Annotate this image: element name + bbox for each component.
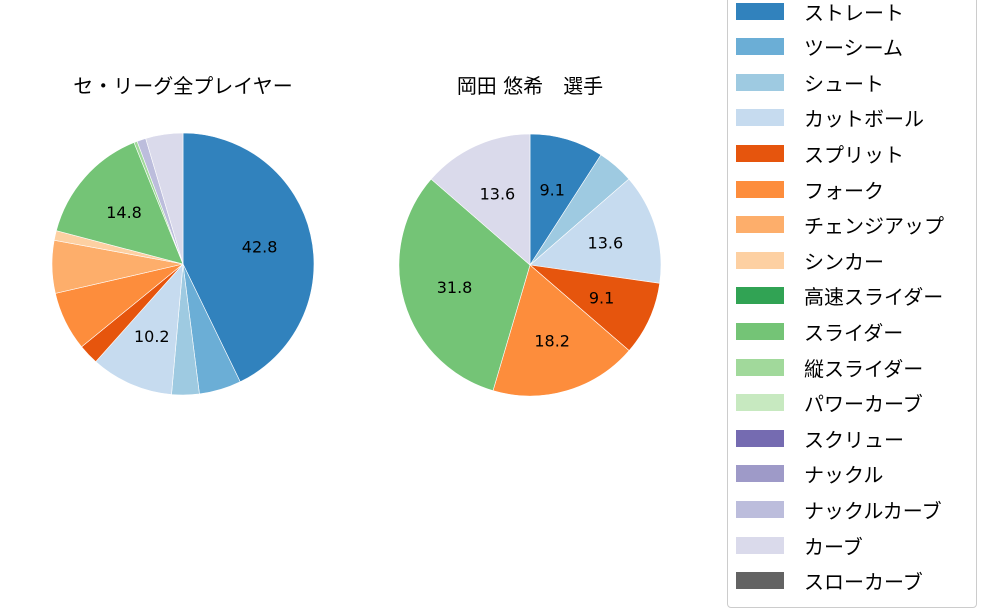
legend-item: シュート xyxy=(736,70,884,96)
legend-label: カットボール xyxy=(804,107,924,132)
legend-label: ナックル xyxy=(804,463,884,488)
pie-charts: 42.8 10.2 14.8 9.1 13.6 9.1 18.2 31.8 13.6 xyxy=(51,132,662,397)
legend: ストレートツーシームシュートカットボール スプリットフォークチェンジアップ シンカー… xyxy=(727,0,977,608)
left-chart-title: セ・リーグ全プレイヤー xyxy=(73,74,293,98)
legend-item: 高速スライダー xyxy=(736,284,944,310)
right-chart-title: 岡田 悠希 選手 xyxy=(456,74,604,98)
pie-slice xyxy=(95,263,184,395)
legend-swatch xyxy=(736,394,784,412)
legend-swatch xyxy=(736,216,784,234)
legend-label: スクリュー xyxy=(804,427,904,452)
legend-swatch xyxy=(736,429,784,447)
legend-label: ストレート xyxy=(804,0,904,25)
legend-label: 縦スライダー xyxy=(804,356,924,381)
legend-swatch xyxy=(736,73,784,91)
left-pie: 42.8 10.2 14.8 xyxy=(51,132,315,396)
legend-swatch xyxy=(736,358,784,376)
slice-label: 14.8 xyxy=(106,203,142,222)
pie-slice xyxy=(55,142,184,265)
legend-item: パワーカーブ xyxy=(736,391,923,417)
legend-swatch xyxy=(736,500,784,518)
legend-swatch xyxy=(736,322,784,340)
slice-label: 18.2 xyxy=(534,331,570,350)
slice-label: 13.6 xyxy=(588,234,624,253)
legend-item: スプリット xyxy=(736,141,904,167)
legend-item: 縦スライダー xyxy=(736,355,924,381)
pie-slice xyxy=(529,178,662,284)
legend-item: スローカーブ xyxy=(736,569,923,595)
slice-label: 31.8 xyxy=(437,278,473,297)
legend-swatch xyxy=(736,251,784,269)
legend-label: シュート xyxy=(804,71,884,96)
legend-swatch xyxy=(736,2,784,20)
legend-item: カットボール xyxy=(736,106,924,132)
legend-swatch xyxy=(736,38,784,56)
legend-label: スローカーブ xyxy=(804,570,923,595)
legend-swatch xyxy=(736,465,784,483)
legend-label: スライダー xyxy=(804,320,904,345)
legend-swatch xyxy=(736,180,784,198)
legend-item: スクリュー xyxy=(736,426,904,452)
legend-item: スライダー xyxy=(736,319,904,345)
legend-swatch xyxy=(736,572,784,590)
pie-slice xyxy=(182,132,315,383)
pie-slice xyxy=(492,264,630,397)
slice-label: 13.6 xyxy=(480,184,516,203)
right-pie: 9.1 13.6 9.1 18.2 31.8 13.6 xyxy=(398,133,662,397)
legend-label: フォーク xyxy=(804,178,884,203)
legend-item: シンカー xyxy=(736,248,884,274)
legend-label: ナックルカーブ xyxy=(804,498,942,523)
legend-item: ナックルカーブ xyxy=(736,497,942,523)
legend-swatch xyxy=(736,287,784,305)
legend-swatch xyxy=(736,536,784,554)
legend-item: フォーク xyxy=(736,177,884,203)
legend-label: パワーカーブ xyxy=(804,392,923,417)
legend-label: カーブ xyxy=(804,534,863,559)
legend-label: ツーシーム xyxy=(804,36,903,61)
pie-slice xyxy=(145,132,184,265)
legend-item: ナックル xyxy=(736,462,884,488)
slice-label: 9.1 xyxy=(539,181,564,200)
legend-item: ストレート xyxy=(736,0,904,25)
legend-label: スプリット xyxy=(804,142,904,167)
legend-swatch xyxy=(736,109,784,127)
legend-item: チェンジアップ xyxy=(736,213,944,239)
legend-item: ツーシーム xyxy=(736,35,903,61)
slice-label: 9.1 xyxy=(589,288,614,307)
slice-label: 42.8 xyxy=(242,237,278,256)
pie-slice xyxy=(430,133,531,266)
legend-item: カーブ xyxy=(736,533,863,559)
legend-label: 高速スライダー xyxy=(804,285,944,310)
slice-label: 10.2 xyxy=(134,327,170,346)
pie-slice xyxy=(398,178,531,392)
legend-label: チェンジアップ xyxy=(804,214,944,239)
legend-swatch xyxy=(736,144,784,162)
legend-label: シンカー xyxy=(804,249,884,274)
